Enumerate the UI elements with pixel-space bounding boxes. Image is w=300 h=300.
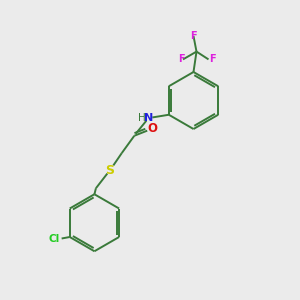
Text: N: N — [144, 113, 153, 123]
Text: F: F — [209, 54, 216, 64]
Text: Cl: Cl — [49, 234, 60, 244]
Text: F: F — [190, 31, 197, 41]
Text: H: H — [138, 113, 146, 123]
Text: O: O — [147, 122, 157, 135]
Text: F: F — [178, 54, 185, 64]
Text: S: S — [105, 164, 114, 177]
